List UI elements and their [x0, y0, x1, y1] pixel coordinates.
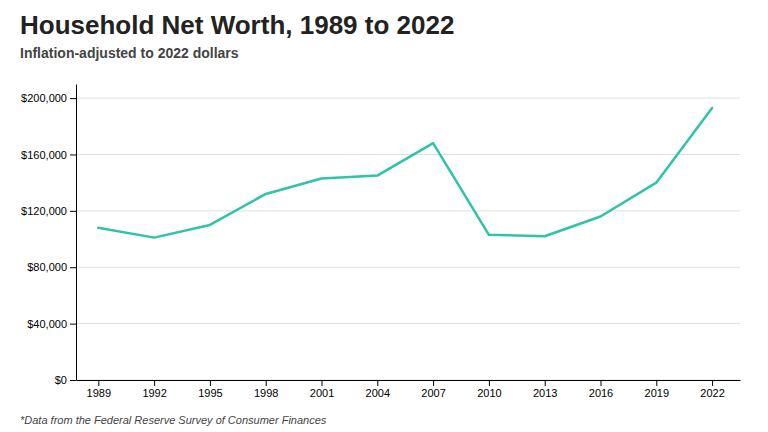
x-tick: 2004	[366, 380, 390, 399]
y-tick-label: $40,000	[27, 318, 67, 330]
x-tick-mark	[154, 380, 155, 386]
x-tick: 2010	[477, 380, 501, 399]
y-axis: $0 $40,000 $80,000 $120,000 $160,000 $200,000	[21, 85, 76, 387]
x-tick: 2016	[589, 380, 613, 399]
x-axis: 1989 1992 1995 1998 2001 2004 2007 2010 2013 2016…	[77, 380, 741, 399]
x-tick: 2022	[700, 380, 724, 399]
x-tick-label: 1995	[198, 387, 222, 399]
x-tick: 1998	[254, 380, 278, 399]
x-tick-mark	[377, 380, 378, 386]
x-tick-mark	[210, 380, 211, 386]
y-tick-label: $160,000	[21, 148, 67, 160]
y-tick-mark	[70, 380, 76, 381]
plot-area	[98, 108, 712, 238]
grid-line	[76, 323, 740, 324]
y-tick: $40,000	[27, 318, 76, 330]
title: Household Net Worth, 1989 to 2022	[20, 10, 454, 40]
y-axis-line	[76, 85, 77, 381]
x-tick-label: 1998	[254, 387, 278, 399]
chart: Household Net Worth, 1989 to 2022 Inflati…	[0, 0, 768, 432]
x-tick-label: 2001	[310, 387, 334, 399]
grid-line	[76, 154, 740, 155]
x-tick-label: 2022	[700, 387, 724, 399]
x-tick-label: 2019	[645, 387, 669, 399]
grid-line	[76, 380, 740, 381]
x-tick-label: 2007	[421, 387, 445, 399]
x-tick: 2001	[310, 380, 334, 399]
x-tick: 2007	[421, 380, 445, 399]
x-tick-mark	[712, 380, 713, 386]
x-tick: 2019	[645, 380, 669, 399]
x-tick-mark	[433, 380, 434, 386]
x-tick: 2013	[533, 380, 557, 399]
x-tick-mark	[656, 380, 657, 386]
grid-line	[76, 210, 740, 211]
x-tick-label: 2010	[477, 387, 501, 399]
x-tick-label: 2016	[589, 387, 613, 399]
x-tick-label: 2013	[533, 387, 557, 399]
y-tick: $160,000	[21, 148, 76, 160]
y-tick: $120,000	[21, 205, 76, 217]
y-tick-mark	[70, 267, 76, 268]
y-tick-mark	[70, 211, 76, 212]
x-tick-mark	[489, 380, 490, 386]
y-tick: $200,000	[21, 92, 76, 104]
x-tick-mark	[98, 380, 99, 386]
x-tick-mark	[322, 380, 323, 386]
x-tick-mark	[266, 380, 267, 386]
y-tick-mark	[70, 324, 76, 325]
x-tick-label: 1992	[142, 387, 166, 399]
y-tick: $80,000	[27, 261, 76, 273]
y-tick-label: $80,000	[27, 261, 67, 273]
x-tick: 1995	[198, 380, 222, 399]
y-tick: $0	[55, 374, 76, 386]
y-tick-label: $0	[55, 374, 67, 386]
grid	[76, 98, 740, 380]
footnote: *Data from the Federal Reserve Survey of…	[20, 414, 327, 426]
y-tick-label: $200,000	[21, 92, 67, 104]
x-tick-label: 1989	[87, 387, 111, 399]
y-tick-mark	[70, 98, 76, 99]
x-tick-mark	[601, 380, 602, 386]
x-tick-mark	[545, 380, 546, 386]
y-tick-label: $120,000	[21, 205, 67, 217]
x-tick-label: 2004	[366, 387, 390, 399]
grid-line	[76, 267, 740, 268]
x-axis-line	[77, 380, 741, 381]
grid-line	[76, 98, 740, 99]
subtitle: Inflation-adjusted to 2022 dollars	[20, 45, 239, 61]
line	[98, 108, 712, 238]
y-tick-mark	[70, 154, 76, 155]
x-tick: 1989	[87, 380, 111, 399]
x-tick: 1992	[142, 380, 166, 399]
